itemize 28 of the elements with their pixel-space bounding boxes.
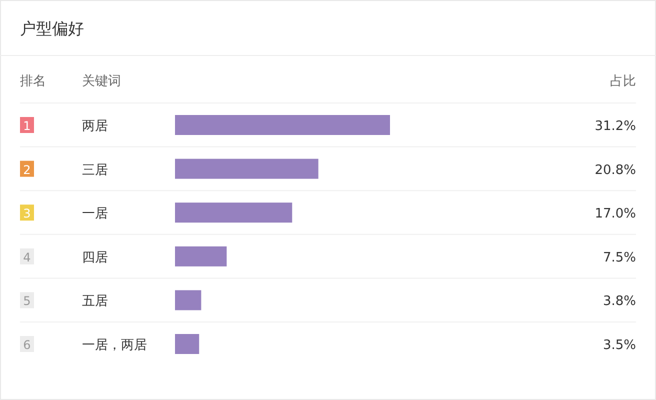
text: 5 (23, 294, 31, 308)
text: 关键词 (82, 74, 121, 89)
y-tick-label: 五居 (82, 294, 108, 310)
y-tick-label: 两居 (82, 119, 108, 134)
data-label: 17.0% (594, 206, 636, 222)
y-tick-label: 一居 (82, 206, 108, 222)
text: 2 (23, 162, 31, 177)
text: 排名 (20, 74, 46, 89)
data-label: 7.5% (602, 250, 636, 266)
y-tick-label: 一居，两居 (82, 338, 147, 353)
text: 3 (23, 206, 31, 221)
bar (175, 158, 318, 179)
chart-title: 户型偏好 (20, 19, 84, 38)
y-tick-label: 三居 (82, 162, 108, 178)
bar (175, 202, 292, 223)
data-label: 3.5% (602, 338, 636, 353)
bar (175, 290, 202, 310)
data-label: 20.8% (594, 162, 636, 178)
bar (175, 334, 200, 354)
data-label: 31.2% (594, 119, 636, 134)
text: 1 (23, 119, 31, 133)
bar (175, 246, 227, 266)
text: 6 (23, 338, 31, 352)
data-label: 3.8% (602, 294, 636, 310)
text: 4 (23, 250, 31, 264)
bar (175, 115, 390, 135)
y-tick-label: 四居 (82, 250, 108, 266)
text: 占比 (610, 74, 636, 89)
